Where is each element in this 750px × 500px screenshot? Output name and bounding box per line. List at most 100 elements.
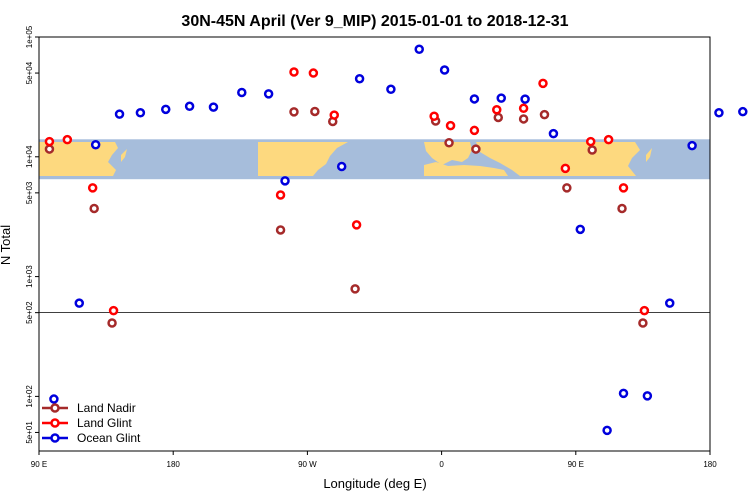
data-point — [496, 93, 506, 103]
data-point — [548, 128, 559, 139]
data-point — [538, 78, 548, 89]
data-point — [639, 305, 650, 316]
land-japan — [121, 149, 127, 162]
x-tick-label: 180 — [703, 460, 717, 469]
data-point — [237, 87, 247, 98]
data-point — [62, 134, 73, 145]
series-land-nadir — [44, 106, 648, 328]
y-tick-label: 5e+01 — [25, 421, 34, 444]
data-point — [336, 161, 347, 172]
y-tick-label: 1e+05 — [25, 25, 34, 48]
data-point — [493, 112, 504, 123]
y-tick-label: 5e+03 — [25, 181, 34, 204]
data-point — [518, 114, 529, 124]
y-tick-label: 5e+02 — [25, 301, 34, 324]
legend-label: Land Nadir — [77, 401, 136, 415]
data-point — [351, 220, 362, 230]
series-land-glint — [44, 67, 650, 316]
y-tick-label: 5e+04 — [25, 61, 34, 84]
data-point — [617, 203, 627, 214]
data-points — [44, 44, 748, 436]
data-point — [444, 137, 454, 148]
data-point — [429, 111, 439, 121]
data-point — [602, 425, 612, 436]
y-axis-label: N Total — [0, 225, 13, 265]
y-tick-label: 1e+03 — [25, 265, 34, 288]
y-axis: 5e+01 1e+02 5e+02 1e+03 5e+03 1e+04 5e+04 1e+05 — [25, 25, 39, 444]
land-europe — [424, 142, 472, 165]
data-point — [108, 305, 119, 316]
x-tick-label: 0 — [439, 460, 444, 469]
land-asia-east — [476, 142, 640, 176]
data-point — [603, 134, 614, 145]
data-point — [664, 298, 675, 308]
y-tick-label: 1e+02 — [25, 385, 34, 408]
x-axis: 90 E 180 90 W 0 90 E 180 — [31, 451, 717, 469]
data-point — [618, 388, 629, 399]
legend-label: Ocean Glint — [77, 431, 141, 445]
legend-marker — [50, 418, 60, 428]
data-point — [160, 104, 171, 115]
map-land — [39, 142, 652, 176]
data-point — [90, 140, 101, 150]
land-japan-east — [646, 148, 652, 162]
x-tick-label: 90 E — [31, 460, 47, 469]
data-point — [638, 318, 648, 328]
data-point — [184, 101, 195, 112]
data-point — [275, 225, 286, 235]
data-point — [386, 84, 396, 95]
legend-label: Land Glint — [77, 416, 132, 430]
data-point — [44, 144, 55, 154]
data-point — [280, 176, 290, 186]
data-point — [44, 136, 55, 147]
land-north-america — [258, 142, 348, 176]
data-point — [49, 394, 59, 404]
data-point — [439, 65, 450, 75]
data-point — [107, 318, 117, 328]
data-point — [89, 203, 99, 214]
plot-frame — [38, 36, 711, 452]
legend-marker — [50, 433, 60, 443]
data-point — [738, 106, 748, 117]
data-point — [114, 109, 125, 119]
data-point — [642, 391, 653, 401]
data-point — [354, 74, 365, 84]
data-point — [135, 108, 146, 118]
data-point — [263, 89, 274, 99]
data-point — [329, 110, 339, 120]
map-band — [39, 139, 710, 180]
chart-title: 30N-45N April (Ver 9_MIP) 2015-01-01 to … — [181, 13, 568, 30]
data-point — [575, 224, 586, 235]
x-tick-label: 90 E — [568, 460, 584, 469]
data-point — [618, 183, 629, 193]
data-point — [350, 284, 360, 294]
data-point — [714, 108, 724, 118]
data-point — [275, 190, 286, 200]
x-tick-label: 90 W — [298, 460, 317, 469]
data-point — [469, 125, 480, 136]
data-point — [471, 144, 481, 154]
data-point — [587, 145, 597, 155]
land-africa — [424, 162, 508, 176]
land-asia — [39, 142, 118, 176]
legend-marker — [50, 403, 60, 413]
data-point — [492, 105, 502, 115]
data-point — [445, 120, 456, 131]
data-point — [87, 183, 98, 193]
x-tick-label: 180 — [167, 460, 181, 469]
data-point — [560, 163, 571, 174]
data-point — [74, 298, 85, 308]
data-point — [520, 94, 530, 104]
data-point — [562, 183, 572, 193]
data-point — [585, 136, 596, 147]
data-point — [539, 109, 550, 120]
series-ocean-glint — [49, 44, 748, 436]
x-axis-label: Longitude (deg E) — [323, 476, 426, 491]
data-point — [687, 140, 697, 151]
data-point — [308, 68, 319, 78]
data-point — [469, 94, 480, 104]
data-point — [208, 102, 219, 112]
data-point — [289, 67, 299, 77]
